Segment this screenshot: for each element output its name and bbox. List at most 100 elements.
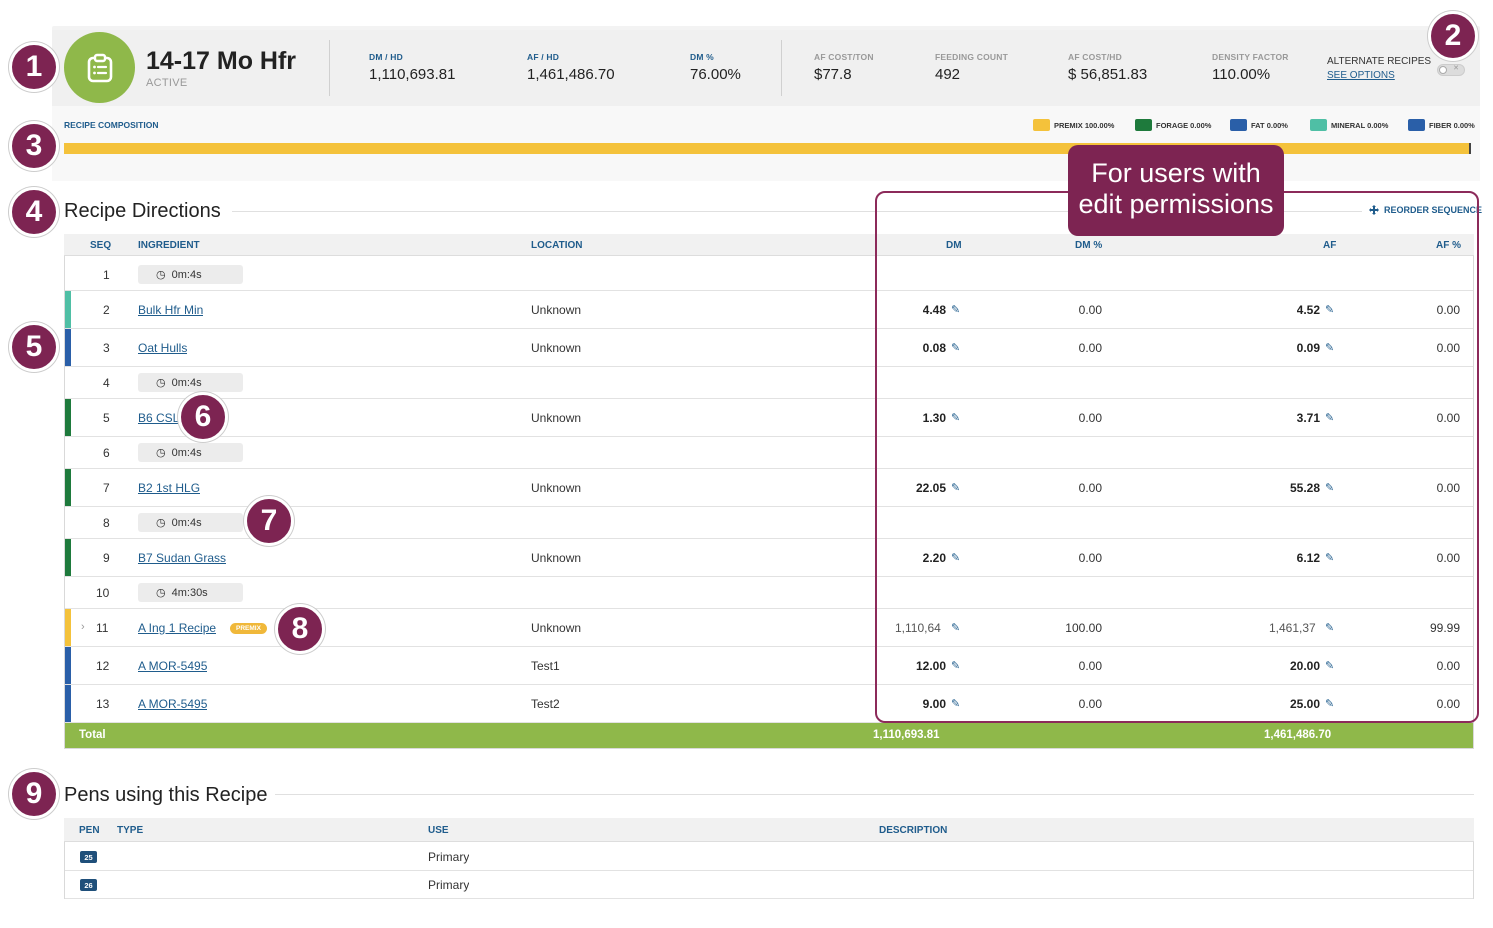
legend-mineral: MINERAL 0.00% [1310, 119, 1388, 131]
ingredient-link[interactable]: A Ing 1 Recipe [138, 621, 217, 635]
dm-pct-value: 0.00 [1078, 341, 1102, 355]
af-value: 20.00 [1289, 659, 1320, 673]
seq-number: 10 [96, 586, 110, 600]
edit-af-icon[interactable]: ✎ [1325, 660, 1335, 672]
col-seq: SEQ [90, 240, 112, 251]
location: Unknown [531, 341, 582, 355]
edit-dm-icon[interactable]: ✎ [951, 660, 961, 672]
total-dm: 1,110,693.81 [873, 729, 940, 741]
seq-number: 7 [103, 481, 110, 495]
ingredient-link[interactable]: B7 Sudan Grass [138, 551, 227, 565]
annotation-badge-6: 6 [178, 392, 228, 442]
expand-chevron-icon[interactable]: › [81, 621, 85, 633]
af-value: 4.52 [1296, 303, 1320, 317]
table-row: 3 Oat Hulls Unknown 0.08 ✎ 0.00 0.09 ✎ 0… [65, 329, 1473, 367]
stat-label: AF COST/TON [814, 52, 874, 62]
ingredient-link[interactable]: Bulk Hfr Min [138, 303, 204, 317]
edit-dm-icon[interactable]: ✎ [951, 622, 961, 634]
edit-af-icon[interactable]: ✎ [1325, 552, 1335, 564]
ingredient-link[interactable]: Oat Hulls [138, 341, 188, 355]
af-pct-value: 0.00 [1436, 481, 1460, 495]
edit-af-icon[interactable]: ✎ [1325, 304, 1335, 316]
pen-number-badge[interactable]: 26 [80, 879, 97, 891]
edit-af-icon[interactable]: ✎ [1325, 482, 1335, 494]
ingredient-type-stripe [65, 685, 71, 722]
edit-dm-icon[interactable]: ✎ [951, 552, 961, 564]
annotation-badge-7: 7 [244, 496, 294, 546]
ingredient-link[interactable]: A MOR-5495 [138, 659, 208, 673]
stat-label: DM / HD [369, 52, 403, 62]
table-row: 8 ◷ 0m:4s [65, 507, 1473, 539]
edit-af-icon[interactable]: ✎ [1325, 698, 1335, 710]
seq-number: 4 [103, 376, 110, 390]
col-ingredient: INGREDIENT [138, 240, 200, 251]
table-row: 9 B7 Sudan Grass Unknown 2.20 ✎ 0.00 6.1… [65, 539, 1473, 577]
stat-label: DENSITY FACTOR [1212, 52, 1289, 62]
af-pct-value: 0.00 [1436, 551, 1460, 565]
dm-value: 22.05 [915, 481, 946, 495]
legend-fiber: FIBER 0.00% [1408, 119, 1475, 131]
alternate-recipes-toggle[interactable]: ✕ [1437, 64, 1465, 76]
edit-dm-icon[interactable]: ✎ [951, 304, 961, 316]
dm-value: 1.30 [922, 411, 946, 425]
pen-number-badge[interactable]: 25 [80, 851, 97, 863]
edit-dm-icon[interactable]: ✎ [951, 698, 961, 710]
edit-dm-icon[interactable]: ✎ [951, 342, 961, 354]
legend-label: PREMIX 100.00% [1054, 120, 1115, 130]
ingredient-link[interactable]: B6 CSL [138, 411, 180, 425]
toggle-knob [1439, 66, 1447, 74]
stat-value: $77.8 [814, 66, 852, 83]
premix-badge: PREMIX [230, 623, 267, 634]
table-row: 10 ◷ 4m:30s [65, 577, 1473, 609]
stat-value: 76.00% [690, 66, 741, 83]
ingredient-link[interactable]: B2 1st HLG [138, 481, 201, 495]
total-af: 1,461,486.70 [1264, 729, 1332, 741]
clock-icon: ◷ [156, 447, 166, 459]
recipe-directions-header: SEQ INGREDIENT LOCATION DM DM % AF AF % [64, 234, 1474, 256]
stat-af-cost-ton: AF COST/TON $77.8 [814, 52, 874, 83]
af-value: 25.00 [1289, 697, 1320, 711]
edit-dm-icon[interactable]: ✎ [951, 412, 961, 424]
edit-permissions-highlight [875, 191, 1479, 723]
af-pct-value: 0.00 [1436, 411, 1460, 425]
timer-value: 4m:30s [171, 586, 208, 599]
edit-af-icon[interactable]: ✎ [1325, 412, 1335, 424]
location: Unknown [531, 303, 582, 317]
recipe-title: 14-17 Mo Hfr [146, 47, 297, 75]
ingredient-link[interactable]: A MOR-5495 [138, 697, 208, 711]
af-value: 1,461,37 [1269, 621, 1316, 635]
dm-value: 4.48 [922, 303, 946, 317]
legend-label: FIBER 0.00% [1429, 120, 1475, 130]
stat-value: 1,461,486.70 [527, 66, 615, 83]
ingredient-type-stripe [65, 399, 71, 436]
ingredient-type-stripe [65, 539, 71, 576]
seq-number: 8 [103, 516, 110, 530]
pens-section-title: Pens using this Recipe [64, 784, 268, 806]
seq-number: 6 [103, 446, 110, 460]
total-label: Total [79, 729, 106, 741]
stat-label: FEEDING COUNT [935, 52, 1008, 62]
edit-af-icon[interactable]: ✎ [1325, 342, 1335, 354]
stat-label: AF / HD [527, 52, 560, 62]
seq-number: 5 [103, 411, 110, 425]
table-row: 6 ◷ 0m:4s [65, 437, 1473, 469]
reorder-sequence-button[interactable]: REORDER SEQUENCE [1369, 205, 1482, 215]
pen-use: Primary [428, 850, 470, 864]
edit-dm-icon[interactable]: ✎ [951, 482, 961, 494]
ingredient-type-stripe [65, 647, 71, 684]
dm-value: 2.20 [922, 551, 946, 565]
callout-line: edit permissions [1078, 189, 1274, 219]
composition-bar-premix [64, 143, 1469, 154]
af-pct-value: 0.00 [1436, 303, 1460, 317]
stat-label: AF COST/HD [1068, 52, 1122, 62]
stat-dm-pct: DM % 76.00% [690, 52, 741, 83]
edit-af-icon[interactable]: ✎ [1325, 622, 1335, 634]
annotation-badge-2: 2 [1428, 11, 1478, 61]
timer-value: 0m:4s [171, 446, 202, 459]
legend-swatch [1230, 119, 1247, 131]
see-options-link[interactable]: SEE OPTIONS [1327, 70, 1395, 81]
ingredient-type-stripe [65, 609, 71, 646]
timer-pill: ◷ 0m:4s [138, 265, 243, 284]
af-value: 3.71 [1296, 411, 1320, 425]
pen-row: 26 Primary [65, 871, 1473, 899]
